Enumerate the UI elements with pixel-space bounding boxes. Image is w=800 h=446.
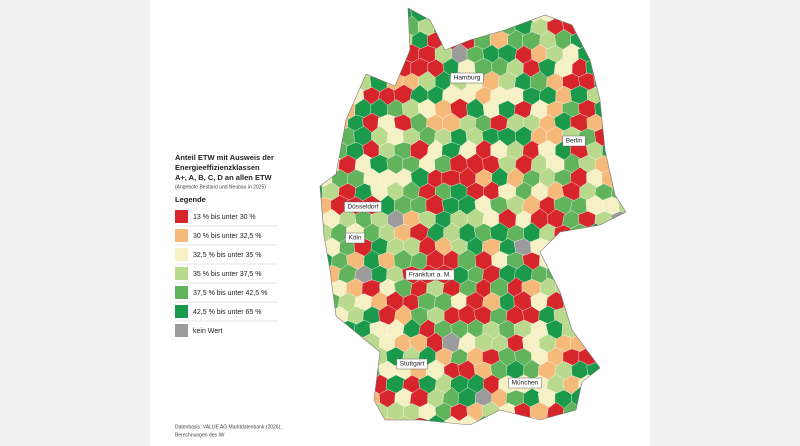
legend-label: kein Wert xyxy=(193,328,222,335)
legend-label: 32,5 % bis unter 35 % xyxy=(193,252,262,259)
city-label: Stuttgart xyxy=(400,361,425,368)
legend-swatch xyxy=(175,267,188,280)
title-line: Energieeffizienzklassen xyxy=(175,163,260,172)
legend-label: 35 % bis unter 37,5 % xyxy=(193,271,262,278)
city-label-bg xyxy=(450,72,484,84)
legend-title: Legende xyxy=(175,195,206,204)
city-label-bg xyxy=(344,201,382,213)
legend-label: 30 % bis unter 32,5 % xyxy=(193,233,262,240)
city-label-bg xyxy=(345,232,365,244)
title-line: Anteil ETW mit Ausweis der xyxy=(175,153,274,162)
legend-swatch xyxy=(175,324,188,337)
city-label: Frankfurt a. M. xyxy=(409,272,451,279)
city-label-bg xyxy=(405,269,455,281)
title-line: A+, A, B, C, D an allen ETW xyxy=(175,173,273,182)
city-label: München xyxy=(512,380,539,387)
legend-label: 13 % bis unter 30 % xyxy=(193,214,256,221)
city-label-bg xyxy=(396,358,428,370)
legend-swatch xyxy=(175,210,188,223)
source: Berechnungen des IW xyxy=(175,432,225,438)
city-label: Köln xyxy=(348,235,361,242)
legend-swatch xyxy=(175,286,188,299)
legend-label: 42,5 % bis unter 65 % xyxy=(193,309,262,316)
city-label-bg xyxy=(562,135,586,147)
legend-swatch xyxy=(175,229,188,242)
legend-swatch xyxy=(175,248,188,261)
city-label-bg xyxy=(508,377,542,389)
city-label: Berlin xyxy=(566,138,583,145)
source: Datenbasis: VALUE AG Marktdatenbank (202… xyxy=(175,424,282,430)
legend-label: 37,5 % bis unter 42,5 % xyxy=(193,290,267,297)
city-label: Hamburg xyxy=(454,75,481,82)
subtitle: (Angebote Bestand und Neubau in 2025) xyxy=(175,184,266,190)
legend-swatch xyxy=(175,305,188,318)
city-label: Düsseldorf xyxy=(347,204,378,211)
